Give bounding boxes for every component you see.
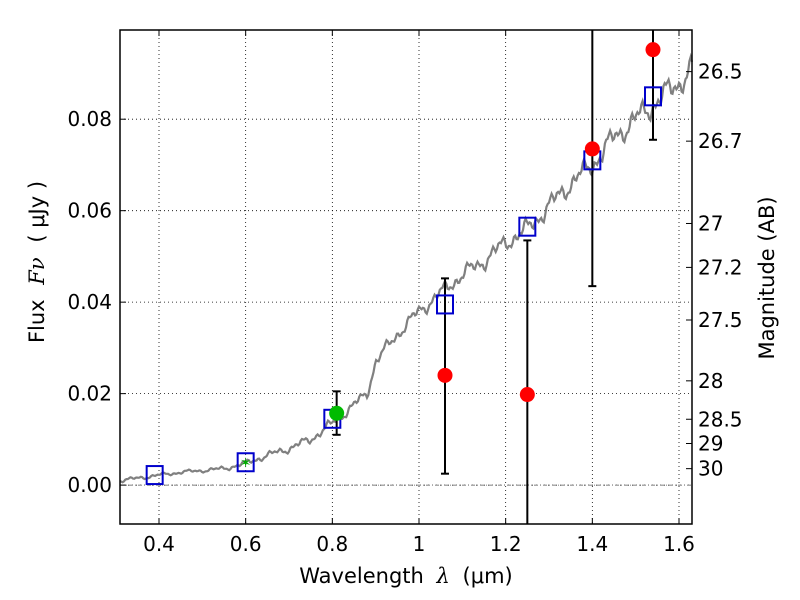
y2-tick-label: 28.5 <box>698 407 743 431</box>
y2-tick-label: 30 <box>698 457 723 481</box>
x-tick-label: 0.4 <box>143 532 175 556</box>
x-axis-label-symbol: λ <box>436 564 450 588</box>
y2-tick-label: 26.5 <box>698 60 743 84</box>
y-tick-label: 0.06 <box>67 199 112 223</box>
x-tick-label: 0.6 <box>230 532 262 556</box>
circle-marker <box>329 405 345 421</box>
x-tick-label: 1.6 <box>663 532 695 556</box>
square-marker <box>644 86 662 107</box>
y-tick-label: 0.00 <box>67 473 112 497</box>
data-markers: ✶ <box>145 42 662 486</box>
square-marker <box>436 294 454 315</box>
x-axis-label: Wavelength λ (μm) <box>299 564 512 588</box>
square-marker <box>145 465 164 486</box>
y2-tick-label: 28 <box>698 369 723 393</box>
y-axis-label: Flux Fν ( μJy ) <box>25 181 49 343</box>
circle-marker <box>519 387 535 403</box>
x-tick-label: 1 <box>413 532 426 556</box>
y2-tick-label: 27 <box>698 211 723 235</box>
spectrum-line <box>119 52 694 484</box>
x-tick-label: 1.2 <box>490 532 522 556</box>
axis-ticks <box>120 30 692 524</box>
y-axis-label-text: Flux <box>25 299 49 343</box>
circle-marker <box>437 367 453 383</box>
circle-marker <box>584 141 600 157</box>
y-tick-label: 0.04 <box>67 290 112 314</box>
spectrum-curve <box>119 52 694 484</box>
x-axis-label-text: Wavelength <box>299 564 424 588</box>
x-tick-labels: 0.4 0.6 0.8 1 1.2 1.4 1.6 <box>143 532 695 556</box>
y2-tick-label: 29 <box>698 431 723 455</box>
y2-tick-label: 27.5 <box>698 308 743 332</box>
x-axis-label-unit: (μm) <box>463 564 513 588</box>
square-marker <box>236 452 255 473</box>
circle-marker <box>645 42 661 58</box>
plot-frame <box>119 29 693 525</box>
y2-tick-label: 26.7 <box>698 129 743 153</box>
star-marker: ✶ <box>240 455 252 471</box>
x-tick-label: 0.8 <box>316 532 348 556</box>
y-tick-labels: 0.00 0.02 0.04 0.06 0.08 <box>67 107 112 497</box>
y-tick-label: 0.02 <box>67 382 112 406</box>
y-axis-label-unit: ( μJy ) <box>25 181 49 243</box>
square-marker <box>518 216 537 237</box>
grid-lines <box>120 30 692 524</box>
x-tick-label: 1.4 <box>576 532 608 556</box>
error-bars <box>332 30 657 524</box>
y-tick-label: 0.08 <box>67 107 112 131</box>
y2-tick-label: 27.2 <box>698 255 743 279</box>
y-axis-label-symbol: Fν <box>25 257 49 286</box>
y2-axis-label: Magnitude (AB) <box>755 196 779 359</box>
